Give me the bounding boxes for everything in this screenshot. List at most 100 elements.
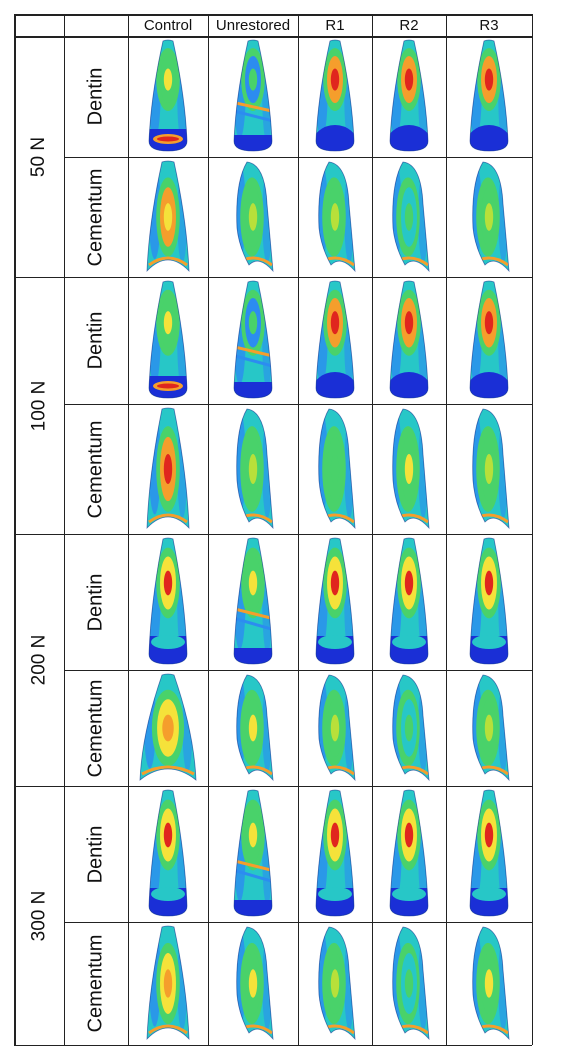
stress-map-r3-dentin — [446, 786, 532, 922]
table-left-border — [14, 14, 16, 1045]
column-divider — [532, 14, 534, 1045]
stress-map-control-cementum — [128, 157, 208, 277]
row-divider — [14, 534, 532, 536]
tooth-stress-map — [236, 926, 274, 1041]
force-label: 300 N — [14, 786, 64, 1045]
tooth-stress-map — [233, 280, 273, 399]
force-label: 100 N — [14, 277, 64, 534]
stress-map-unrestored-dentin — [208, 534, 298, 670]
tooth-stress-map — [392, 674, 430, 782]
tissue-label: Cementum — [64, 922, 128, 1045]
force-label-text: 100 N — [28, 380, 50, 431]
column-header: Control — [143, 16, 193, 34]
tooth-stress-map — [233, 789, 273, 917]
stress-map-r2-dentin — [372, 277, 446, 404]
stress-map-r3-cementum — [446, 404, 532, 534]
stress-map-unrestored-dentin — [208, 786, 298, 922]
tooth-stress-map — [472, 674, 510, 782]
tissue-label-text: Dentin — [84, 67, 107, 126]
tissue-label-text: Dentin — [84, 311, 107, 370]
tooth-stress-map — [318, 926, 356, 1041]
tooth-stress-map — [236, 408, 274, 530]
stress-map-control-dentin — [128, 786, 208, 922]
force-label-text: 50 N — [27, 136, 49, 177]
stress-map-r1-dentin — [298, 36, 372, 157]
tooth-stress-map — [318, 161, 356, 273]
stress-map-control-dentin — [128, 534, 208, 670]
tooth-stress-map — [469, 39, 509, 152]
stress-map-unrestored-cementum — [208, 670, 298, 786]
tooth-stress-map — [472, 161, 510, 273]
stress-map-r3-dentin — [446, 277, 532, 404]
tooth-stress-map — [146, 925, 190, 1041]
table-top-border — [14, 14, 532, 16]
tooth-stress-map — [148, 280, 188, 399]
tooth-stress-map — [392, 408, 430, 530]
stress-map-r1-dentin — [298, 534, 372, 670]
tooth-stress-map — [146, 407, 190, 530]
tooth-stress-map — [315, 537, 355, 665]
tissue-label-text: Cementum — [84, 168, 107, 266]
tooth-stress-map — [392, 161, 430, 273]
stress-map-r3-dentin — [446, 534, 532, 670]
stress-map-r3-cementum — [446, 157, 532, 277]
tissue-label-text: Cementum — [84, 420, 107, 518]
row-divider — [14, 786, 532, 788]
tooth-stress-map — [392, 926, 430, 1041]
tissue-label-text: Cementum — [84, 679, 107, 777]
tooth-stress-map — [472, 408, 510, 530]
stress-map-control-cementum — [128, 404, 208, 534]
stress-map-unrestored-cementum — [208, 157, 298, 277]
header-bottom-border — [14, 36, 532, 38]
stress-map-r3-cementum — [446, 670, 532, 786]
stress-map-unrestored-cementum — [208, 404, 298, 534]
tooth-stress-map — [469, 280, 509, 399]
tooth-stress-map — [318, 674, 356, 782]
tooth-stress-map — [148, 39, 188, 152]
force-label: 50 N — [14, 36, 64, 277]
stress-map-r2-dentin — [372, 786, 446, 922]
stress-map-r3-dentin — [446, 36, 532, 157]
tooth-stress-map — [148, 537, 188, 665]
stress-map-r2-cementum — [372, 404, 446, 534]
tooth-stress-map — [389, 280, 429, 399]
column-divider — [446, 14, 448, 1045]
stress-map-control-dentin — [128, 277, 208, 404]
stress-map-r2-cementum — [372, 670, 446, 786]
tooth-stress-map — [469, 537, 509, 665]
stress-map-control-cementum — [128, 670, 208, 786]
stress-map-unrestored-dentin — [208, 277, 298, 404]
row-divider — [14, 1045, 532, 1047]
tissue-label: Dentin — [64, 36, 128, 157]
stress-map-r2-cementum — [372, 922, 446, 1045]
force-label: 200 N — [14, 534, 64, 786]
tooth-stress-map — [389, 537, 429, 665]
tissue-label: Cementum — [64, 157, 128, 277]
stress-map-r1-cementum — [298, 157, 372, 277]
stress-map-r1-cementum — [298, 922, 372, 1045]
tooth-stress-map — [148, 789, 188, 917]
stress-map-r2-dentin — [372, 36, 446, 157]
tooth-stress-map — [469, 789, 509, 917]
tooth-stress-map — [389, 39, 429, 152]
row-divider — [14, 277, 532, 279]
column-divider — [208, 14, 210, 1045]
stress-map-r3-cementum — [446, 922, 532, 1045]
tissue-label: Dentin — [64, 534, 128, 670]
stress-map-unrestored-dentin — [208, 36, 298, 157]
tissue-label: Cementum — [64, 670, 128, 786]
column-header: R2 — [399, 16, 419, 34]
force-label-text: 200 N — [28, 634, 50, 686]
tooth-stress-map — [236, 161, 274, 273]
tooth-stress-map — [472, 926, 510, 1041]
stress-map-r1-cementum — [298, 404, 372, 534]
tissue-label: Cementum — [64, 404, 128, 534]
column-divider — [372, 14, 374, 1045]
column-divider — [298, 14, 300, 1045]
stress-map-control-dentin — [128, 36, 208, 157]
tooth-stress-map — [233, 537, 273, 665]
column-header: R1 — [325, 16, 345, 34]
tissue-label-text: Cementum — [84, 934, 107, 1033]
tooth-stress-map — [315, 280, 355, 399]
